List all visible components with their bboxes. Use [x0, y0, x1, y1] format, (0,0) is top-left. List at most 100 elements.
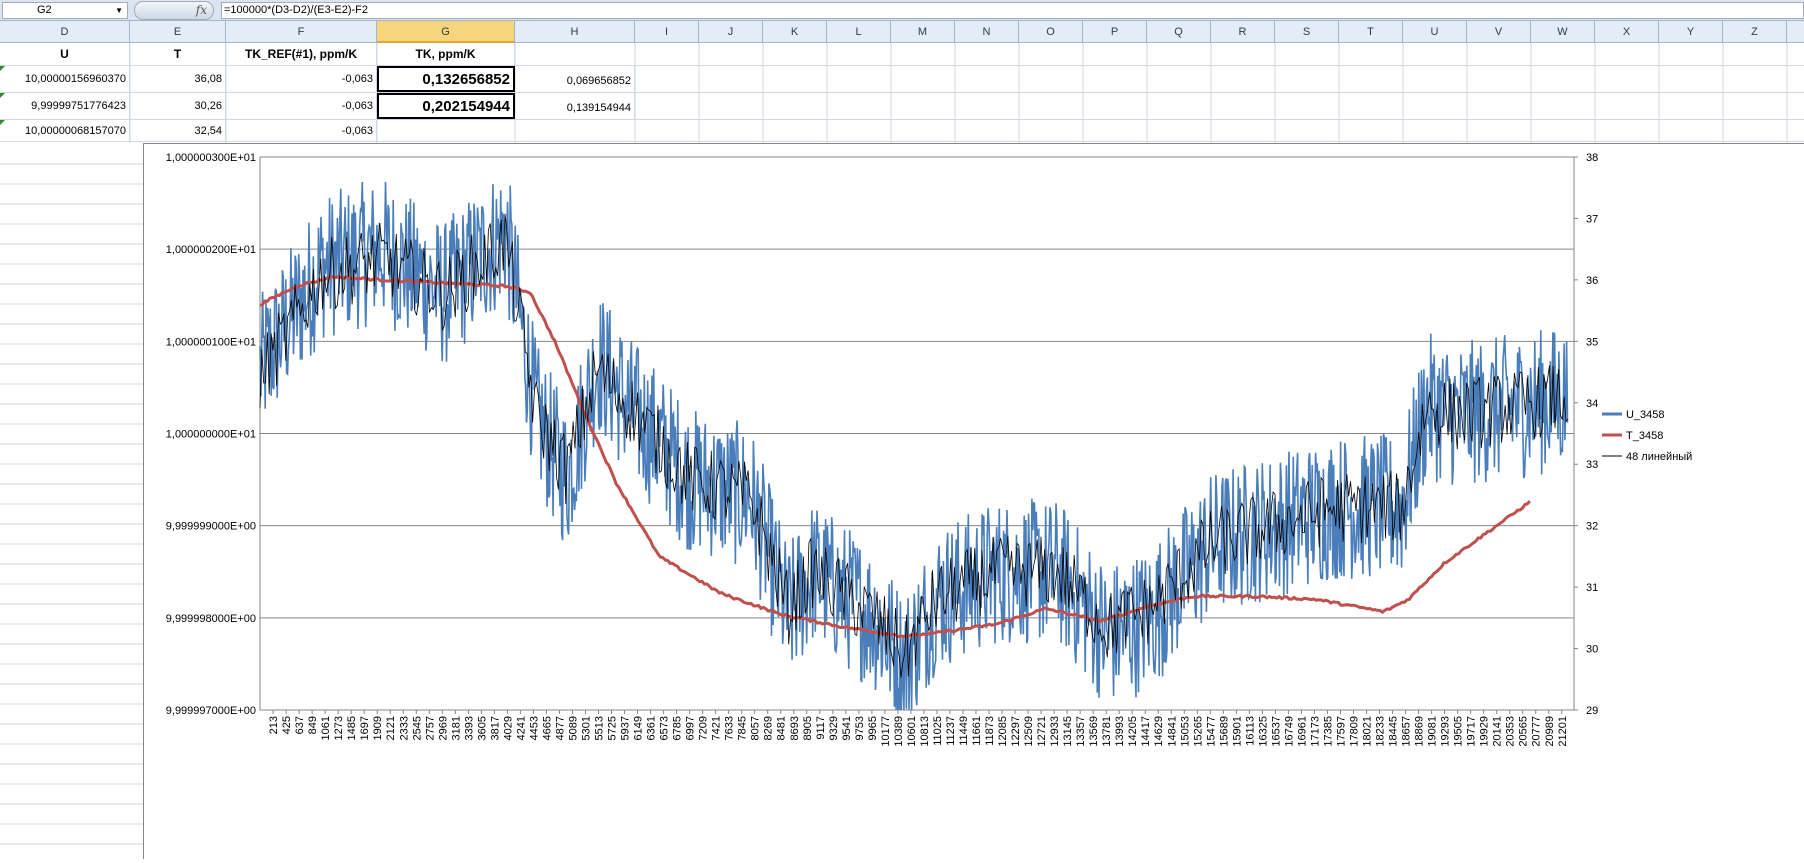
x-tick-label: 8481 [776, 716, 788, 740]
column-header-d[interactable]: D [0, 21, 130, 43]
x-tick-label: 13357 [1075, 716, 1087, 747]
x-tick-label: 7421 [711, 716, 723, 740]
cell-h2[interactable]: 0,069656852 [515, 66, 635, 92]
cell-f3[interactable]: -0,063 [226, 93, 377, 119]
x-tick-label: 6573 [659, 716, 671, 740]
x-tick-label: 213 [268, 716, 280, 734]
x-tick-label: 8905 [802, 716, 814, 740]
series-line-u-3458 [259, 181, 1569, 711]
header-cell-t[interactable]: T [130, 43, 226, 65]
series-line-trend [259, 213, 1569, 678]
x-tick-label: 7845 [737, 716, 749, 740]
x-tick-label: 2969 [437, 716, 449, 740]
column-header-o[interactable]: O [1019, 21, 1083, 43]
x-tick-label: 10601 [906, 716, 918, 747]
column-header-p[interactable]: P [1083, 21, 1147, 43]
x-tick-label: 13145 [1062, 716, 1074, 747]
header-cell-u[interactable]: U [0, 43, 130, 65]
name-box[interactable]: G2 ▼ [2, 2, 128, 19]
x-tick-label: 16113 [1244, 716, 1256, 746]
x-tick-label: 3181 [450, 716, 462, 740]
x-tick-label: 4029 [502, 716, 514, 740]
formula-input[interactable]: =100000*(D3-D2)/(E3-E2)-F2 [221, 2, 1804, 19]
x-tick-label: 8057 [750, 716, 762, 740]
function-icon: fx [195, 3, 207, 17]
x-tick-label: 16749 [1283, 716, 1295, 747]
y-right-tick-label: 34 [1586, 398, 1598, 410]
column-header-h[interactable]: H [515, 21, 635, 43]
insert-function-button[interactable]: fx [134, 1, 214, 20]
y-left-tick-label: 1,000000300E+01 [166, 152, 256, 164]
x-tick-label: 12933 [1049, 716, 1061, 747]
x-tick-label: 19293 [1440, 716, 1452, 747]
name-box-value: G2 [37, 4, 52, 16]
column-header-y[interactable]: Y [1659, 21, 1723, 43]
cell-f2[interactable]: -0,063 [226, 66, 377, 92]
column-header-x[interactable]: X [1595, 21, 1659, 43]
x-tick-label: 20989 [1544, 716, 1556, 747]
column-header-n[interactable]: N [955, 21, 1019, 43]
x-tick-label: 4877 [554, 716, 566, 740]
column-header-r[interactable]: R [1211, 21, 1275, 43]
header-cell-tk[interactable]: TK, ppm/K [377, 43, 515, 65]
y-left-tick-label: 9,999999000E+00 [166, 521, 256, 533]
column-header-w[interactable]: W [1531, 21, 1595, 43]
x-tick-label: 637 [294, 716, 306, 734]
x-tick-label: 1273 [333, 716, 345, 740]
chart[interactable]: 1,000000300E+01 1,000000200E+01 1,00000010… [143, 143, 1804, 859]
cell-f4[interactable]: -0,063 [226, 120, 377, 141]
column-header-m[interactable]: M [891, 21, 955, 43]
y-right-tick-label: 37 [1586, 213, 1598, 225]
column-header-i[interactable]: I [635, 21, 699, 43]
x-tick-label: 16325 [1257, 716, 1269, 747]
cell-e2[interactable]: 36,08 [130, 66, 226, 92]
x-tick-label: 425 [281, 716, 293, 734]
header-cell-tk-ref[interactable]: TK_REF(#1), ppm/K [226, 43, 377, 65]
x-tick-label: 11449 [958, 716, 970, 746]
x-tick-label: 6361 [646, 716, 658, 740]
cell-d4[interactable]: 10,00000068157070 [0, 120, 130, 141]
y-right-tick-label: 36 [1586, 275, 1598, 287]
column-header-k[interactable]: K [763, 21, 827, 43]
x-tick-label: 5937 [620, 716, 632, 740]
column-header-g[interactable]: G [377, 21, 515, 43]
x-tick-label: 12085 [997, 716, 1009, 747]
x-tick-label: 4665 [541, 716, 553, 740]
x-tick-label: 2333 [398, 716, 410, 740]
x-tick-label: 15901 [1231, 716, 1243, 747]
cell-d2[interactable]: 10,00000156960370 [0, 66, 130, 92]
chevron-down-icon[interactable]: ▼ [115, 6, 123, 15]
x-tick-label: 1485 [346, 716, 358, 740]
x-tick-label: 19929 [1479, 716, 1491, 747]
y-left-tick-label: 1,000000100E+01 [166, 336, 256, 348]
cell-g2[interactable]: 0,132656852 [377, 66, 515, 92]
cell-e3[interactable]: 30,26 [130, 93, 226, 119]
column-header-z[interactable]: Z [1723, 21, 1787, 43]
cell-d3[interactable]: 9,99999751776423 [0, 93, 130, 119]
x-tick-label: 5301 [580, 716, 592, 740]
cell-e4[interactable]: 32,54 [130, 120, 226, 141]
column-header-u[interactable]: U [1403, 21, 1467, 43]
table-row: U T TK_REF(#1), ppm/K TK, ppm/K [0, 43, 1804, 66]
x-tick-label: 12721 [1036, 716, 1048, 747]
cell-g3[interactable]: 0,202154944 [377, 93, 515, 119]
x-tick-label: 9117 [815, 716, 827, 740]
y-left-tick-label: 9,999997000E+00 [166, 705, 256, 717]
x-tick-label: 5513 [594, 716, 606, 740]
column-header-f[interactable]: F [226, 21, 377, 43]
column-header-q[interactable]: Q [1147, 21, 1211, 43]
column-header-e[interactable]: E [130, 21, 226, 43]
cell-h3[interactable]: 0,139154944 [515, 93, 635, 119]
x-tick-label: 8269 [763, 716, 775, 740]
x-tick-label: 9541 [841, 716, 853, 740]
column-header-l[interactable]: L [827, 21, 891, 43]
column-header-j[interactable]: J [699, 21, 763, 43]
x-tick-label: 13569 [1088, 716, 1100, 747]
column-header-t[interactable]: T [1339, 21, 1403, 43]
x-tick-label: 18021 [1362, 716, 1374, 747]
column-header-v[interactable]: V [1467, 21, 1531, 43]
error-indicator-icon [0, 120, 5, 125]
x-tick-label: 2545 [411, 716, 423, 740]
column-header-s[interactable]: S [1275, 21, 1339, 43]
x-tick-label: 19505 [1453, 716, 1465, 747]
